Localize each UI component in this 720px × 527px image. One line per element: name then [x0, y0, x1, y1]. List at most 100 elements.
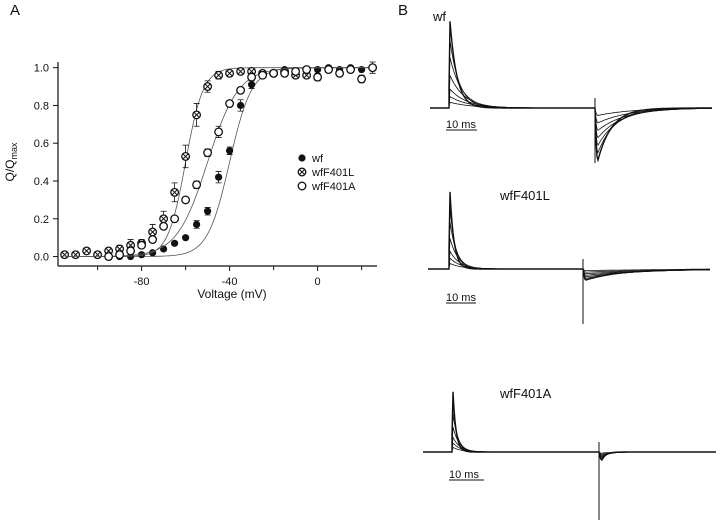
fit-curve-wfF401L [64, 67, 375, 257]
data-point [203, 82, 213, 92]
legend-marker-wfF401A [297, 181, 307, 191]
svg-text:Q/Qmax: Q/Qmax [3, 142, 19, 182]
marker-circle [159, 221, 169, 231]
trace-group-wfF401L: wfF401L 10 ms [428, 188, 711, 324]
marker-circle [346, 65, 356, 75]
data-point [170, 214, 180, 224]
fit-curve-wfF401A [64, 67, 375, 257]
data-point [247, 72, 257, 82]
x-axis-label: Voltage (mV) [197, 287, 266, 301]
data-point [171, 239, 179, 247]
y-label-sub: max [9, 142, 19, 160]
data-point [324, 65, 334, 75]
fit-curve-wf [64, 67, 375, 257]
trace-label-wfF401A: wfF401A [499, 386, 552, 401]
data-point [258, 70, 268, 80]
data-point [93, 250, 103, 260]
current-trace [428, 257, 710, 273]
trace-group-wf: wf 10 ms [430, 9, 712, 163]
data-point [170, 187, 180, 197]
marker-circle [291, 66, 301, 76]
marker-circle [126, 246, 136, 256]
data-point [192, 110, 202, 120]
data-point [291, 66, 301, 76]
y-tick-label: 0.0 [34, 252, 49, 264]
legend-label-wfF401L: wfF401L [311, 167, 354, 179]
y-tick-label: 1.0 [34, 63, 49, 75]
marker-cross [237, 68, 244, 75]
marker-circle [192, 180, 202, 190]
panel-b-label: B [398, 2, 408, 19]
marker-circle [324, 65, 334, 75]
trace-label-wfF401L: wfF401L [499, 188, 550, 203]
current-trace [430, 40, 712, 154]
marker-circle [148, 235, 158, 245]
data-point [314, 65, 322, 74]
data-point [335, 68, 345, 78]
data-point [71, 250, 81, 260]
marker-circle [357, 74, 367, 84]
data-point [215, 173, 223, 181]
marker-circle [170, 214, 180, 224]
data-point [115, 250, 125, 260]
data-point [159, 214, 169, 224]
panel-a-chart: 0.0 0.2 0.4 0.6 0.8 1.0 -80 -40 0 wf wfF401L wfF401… [34, 61, 378, 288]
panel-a-label: A [10, 2, 20, 19]
marker-circle [269, 68, 279, 78]
data-point [225, 68, 235, 78]
y-tick-label: 0.4 [34, 176, 49, 188]
data-point [313, 72, 323, 82]
data-point [60, 250, 70, 260]
marker-cross [182, 153, 189, 160]
marker-circle [280, 68, 290, 78]
marker-circle [203, 148, 213, 158]
marker-cross [299, 169, 305, 175]
trace-label-wf: wf [432, 9, 446, 24]
data-point [214, 70, 224, 80]
marker-cross [149, 229, 156, 235]
data-point [236, 66, 246, 76]
scale-bar-label: 10 ms [449, 469, 479, 481]
y-tick-label: 0.6 [34, 138, 49, 150]
data-point [237, 101, 245, 110]
x-tick-label: -40 [222, 276, 238, 288]
data-point [182, 234, 190, 242]
x-tick-label: 0 [315, 276, 321, 288]
marker-circle [247, 72, 257, 82]
data-point [280, 68, 290, 78]
data-point [357, 74, 367, 84]
data-point [248, 81, 256, 89]
current-trace [430, 21, 712, 163]
legend-label-wf: wf [311, 153, 324, 165]
marker-circle [104, 252, 114, 262]
marker-cross [204, 83, 211, 90]
data-point [137, 240, 147, 250]
marker-circle [302, 65, 312, 75]
data-point [226, 147, 234, 155]
data-point [346, 65, 356, 75]
series-wf [64, 64, 377, 261]
marker-cross [171, 189, 178, 196]
data-point [192, 180, 202, 190]
trace-group-wfF401A: wfF401A 10 ms [423, 386, 716, 520]
data-point [302, 65, 312, 75]
series-wfF401L [60, 66, 375, 260]
data-point [204, 207, 212, 215]
marker-circle [137, 240, 147, 250]
y-axis-label: Q/Qmax [3, 142, 19, 182]
current-trace [423, 446, 716, 454]
marker-circle [297, 181, 307, 191]
marker-circle [115, 250, 125, 260]
marker-circle [313, 72, 323, 82]
marker-circle [181, 195, 191, 205]
scale-bar-label: 10 ms [446, 292, 476, 304]
y-tick-label: 0.8 [34, 100, 49, 112]
data-point [104, 252, 114, 262]
data-point [225, 99, 235, 109]
marker-circle [258, 70, 268, 80]
data-point [138, 251, 146, 259]
data-point [181, 195, 191, 205]
marker-circle [236, 85, 246, 95]
legend-marker-wf [298, 154, 306, 162]
